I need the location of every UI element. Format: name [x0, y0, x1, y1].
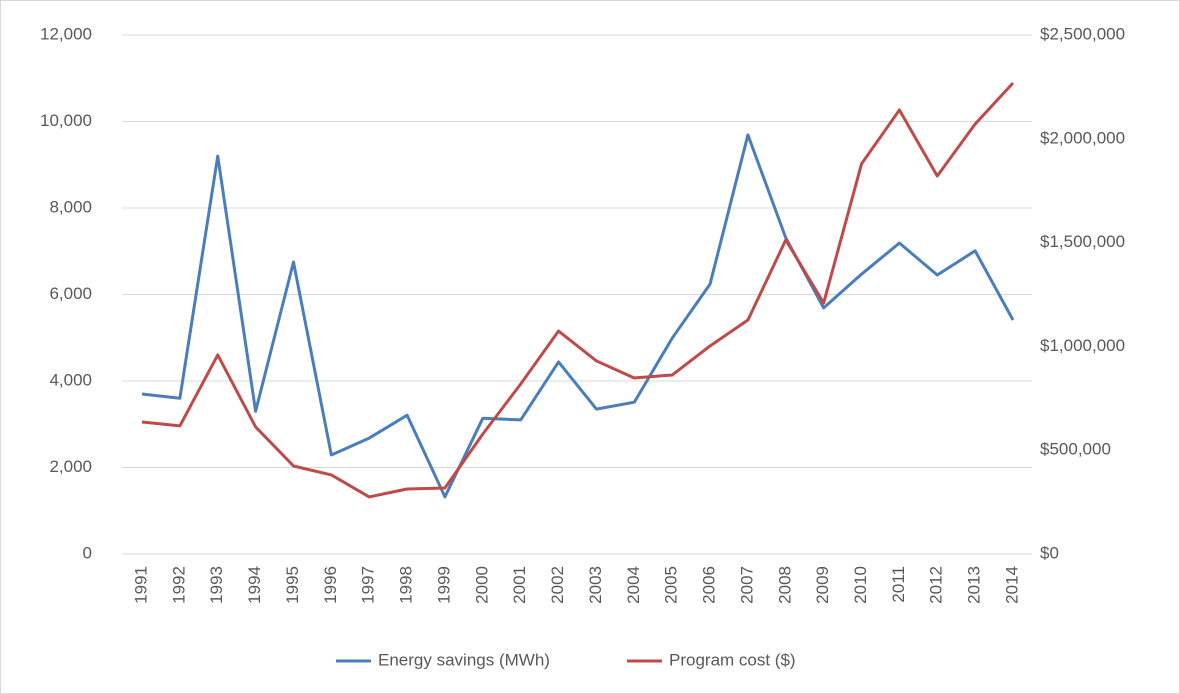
x-tick-label: 1999 [434, 566, 453, 604]
x-tick-label: 1994 [245, 566, 264, 604]
x-tick-label: 1991 [131, 566, 150, 604]
x-tick-label: 2013 [965, 566, 984, 604]
x-tick-label: 2011 [889, 566, 908, 603]
x-tick-label: 1995 [283, 566, 302, 604]
x-tick-label: 2007 [737, 566, 756, 604]
x-tick-label: 2014 [1002, 566, 1021, 604]
x-tick-label: 1998 [397, 566, 416, 604]
x-tick-label: 2010 [851, 566, 870, 604]
line-series [141, 133, 1015, 499]
y-tick-label: 0 [83, 543, 92, 562]
x-tick-label: 1992 [169, 566, 188, 604]
x-tick-label: 2009 [813, 566, 832, 604]
x-tick-label: 2008 [775, 566, 794, 604]
y-tick-label: 6,000 [49, 284, 92, 303]
x-tick-label: 2006 [700, 566, 719, 604]
x-tick-label: 2012 [927, 566, 946, 604]
line-series [141, 81, 1015, 499]
x-tick-label: 2003 [586, 566, 605, 604]
y2-tick-label: $2,500,000 [1040, 24, 1125, 43]
legend-label: Energy savings (MWh) [378, 650, 550, 669]
y2-tick-label: $0 [1040, 543, 1059, 562]
x-tick-label: 1996 [321, 566, 340, 604]
y2-tick-label: $1,500,000 [1040, 232, 1125, 251]
y-tick-label: 8,000 [49, 197, 92, 216]
legend-label: Program cost ($) [669, 650, 796, 669]
x-tick-label: 2005 [662, 566, 681, 604]
y2-tick-label: $500,000 [1040, 440, 1111, 459]
x-tick-label: 2000 [472, 566, 491, 604]
y-tick-label: 10,000 [40, 111, 92, 130]
x-tick-label: 2001 [510, 566, 529, 604]
y2-tick-label: $1,000,000 [1040, 336, 1125, 355]
x-tick-label: 1997 [359, 566, 378, 604]
y-tick-label: 4,000 [49, 370, 92, 389]
y-tick-label: 2,000 [49, 457, 92, 476]
x-tick-label: 2004 [624, 566, 643, 604]
x-tick-label: 2002 [548, 566, 567, 604]
y-tick-label: 12,000 [40, 24, 92, 43]
y2-tick-label: $2,000,000 [1040, 128, 1125, 147]
x-tick-label: 1993 [207, 566, 226, 604]
